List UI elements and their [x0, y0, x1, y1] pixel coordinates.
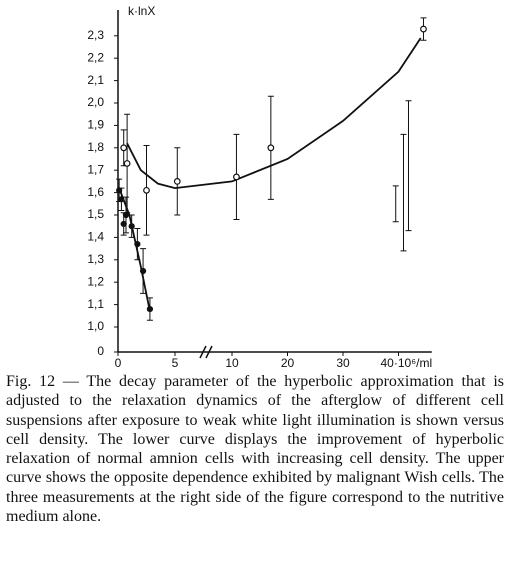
data-point — [173, 177, 181, 185]
data-point — [123, 160, 131, 167]
y-tick-label: 1,5 — [87, 207, 104, 221]
data-point — [420, 25, 427, 33]
data-point — [120, 220, 127, 228]
data-point — [134, 241, 141, 248]
data-point — [233, 173, 240, 181]
data-point — [128, 223, 135, 230]
error-bar — [392, 185, 399, 223]
x-tick-label: 5 — [172, 356, 179, 368]
fit-curve — [118, 187, 151, 312]
error-bar — [400, 133, 407, 252]
y-tick-label: 1,0 — [87, 319, 104, 333]
x-tick-label: 30 — [336, 356, 350, 368]
fit-curve — [126, 37, 422, 190]
y-axis-label: k·lnX — [128, 4, 155, 18]
error-bar — [405, 100, 412, 232]
y-tick-label: 2,0 — [87, 95, 104, 109]
x-tick-label: 40·10⁶/ml — [381, 356, 433, 368]
caption: Fig. 12 — The decay parameter of the hyp… — [6, 373, 504, 526]
y-tick-label: 1,6 — [87, 185, 104, 199]
data-point — [143, 186, 150, 194]
chart: k·lnX 0 1,0 1,1 1,2 1,3 1,4 1,5 1,6 1,7 1,8 1,9 2,0… — [87, 4, 433, 368]
y-tick-label: 2,3 — [87, 28, 104, 42]
data-point — [146, 305, 154, 313]
data-point — [120, 144, 128, 152]
y-tick-label: 1,7 — [87, 162, 104, 176]
y-tick-label: 1,4 — [87, 230, 104, 244]
y-tick-label: 2,2 — [87, 50, 104, 64]
y-tick-label: 1,8 — [87, 140, 104, 154]
x-tick-label: 20 — [281, 356, 295, 368]
y-tick-label: 1,9 — [87, 118, 104, 132]
y-tick-label: 1,2 — [87, 274, 104, 288]
y-tick-label: 1,1 — [87, 297, 104, 311]
x-tick-label: 0 — [115, 356, 122, 368]
y-tick-label: 1,3 — [87, 252, 104, 266]
data-point — [118, 196, 125, 203]
data-point — [122, 211, 130, 219]
y-tick-label: 2,1 — [87, 73, 104, 87]
data-point — [139, 267, 147, 275]
data-point — [267, 144, 275, 152]
y-tick-label: 0 — [97, 344, 104, 358]
x-tick-label: 10 — [225, 356, 239, 368]
